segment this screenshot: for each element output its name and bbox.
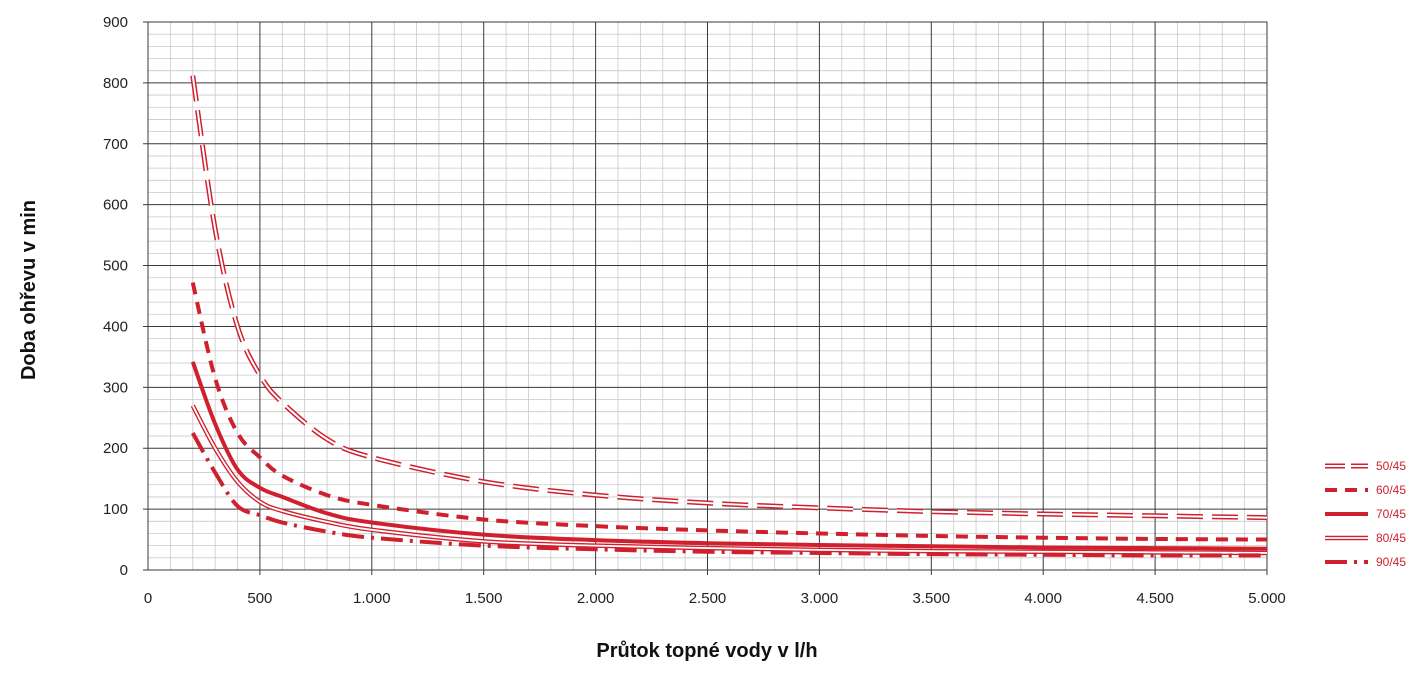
y-tick-label: 400 [103,318,128,335]
series-line-60-45 [190,282,1268,542]
x-tick-label: 4.000 [1024,590,1062,607]
x-tick-label: 2.500 [689,590,727,607]
y-tick-label: 600 [103,197,128,214]
x-tick-label: 2.000 [577,590,615,607]
legend-label: 50/45 [1376,459,1406,473]
x-tick-label: 5.000 [1248,590,1286,607]
series-70-45 [190,361,1268,551]
x-tick-label: 3.500 [913,590,951,607]
y-tick-label: 200 [103,440,128,457]
series-line-80-45-inner [191,405,1268,554]
y-axis-title: Doba ohřevu v min [18,200,40,380]
y-tick-label: 500 [103,258,128,275]
y-tick-label: 700 [103,136,128,153]
series-80-45 [190,404,1268,556]
tick-labels: 0 500 1.000 1.500 2.000 2.500 3.000 3.500 4.000 4… [103,14,1286,607]
legend-label: 70/45 [1376,507,1406,521]
y-tick-label: 800 [103,75,128,92]
legend-label: 80/45 [1376,531,1406,545]
y-tick-label: 100 [103,501,128,518]
y-tick-label: 300 [103,379,128,396]
series-line-70-45 [190,361,1268,551]
legend-label: 60/45 [1376,483,1406,497]
x-axis-title: Průtok topné vody v l/h [596,640,817,662]
series-line-50-45-inner [191,75,1268,519]
legend-label: 90/45 [1376,555,1406,569]
legend-item-70-45: 70/45 [1325,507,1406,521]
x-tick-label: 1.000 [353,590,391,607]
x-tick-label: 500 [247,590,272,607]
series-layer [190,75,1268,558]
x-tick-label: 1.500 [465,590,503,607]
x-tick-label: 3.000 [801,590,839,607]
major-grid [143,21,1268,575]
y-tick-label: 0 [120,562,128,579]
x-tick-label: 0 [144,590,152,607]
legend: 50/45 60/45 70/45 80/45 90/45 [1325,459,1406,569]
legend-item-90-45: 90/45 [1325,555,1406,569]
y-tick-label: 900 [103,14,128,31]
x-tick-label: 4.500 [1136,590,1174,607]
plot-border [147,21,1268,571]
legend-item-50-45: 50/45 [1325,459,1406,473]
legend-item-80-45: 80/45 [1325,531,1406,545]
series-50-45 [190,75,1268,521]
legend-item-60-45: 60/45 [1325,483,1406,497]
series-60-45 [190,282,1268,542]
